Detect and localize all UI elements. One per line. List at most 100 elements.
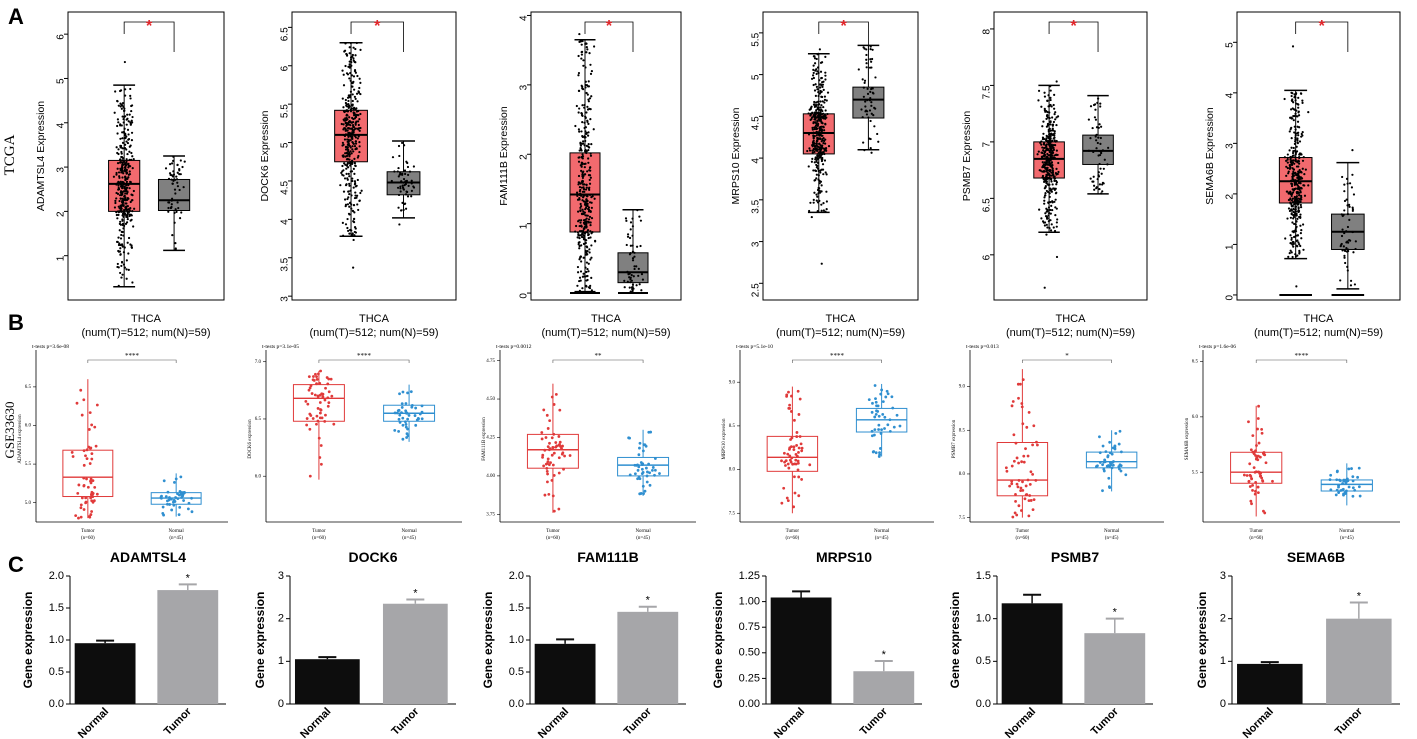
data-point — [551, 446, 555, 449]
data-point — [815, 159, 818, 162]
data-point — [1289, 216, 1293, 219]
data-point — [812, 198, 815, 201]
data-point — [1296, 138, 1299, 142]
data-point — [1045, 167, 1048, 170]
data-point — [885, 389, 889, 393]
data-point — [550, 478, 554, 482]
data-point — [587, 85, 590, 88]
data-point — [584, 202, 587, 205]
data-point — [1335, 470, 1339, 474]
data-point — [590, 69, 593, 73]
data-point — [812, 131, 815, 134]
y-tick-label: 0 — [1220, 698, 1226, 710]
y-tick-label: 3.75 — [486, 512, 495, 517]
data-point — [316, 394, 320, 398]
data-point — [585, 222, 588, 225]
y-tick-label: 1.0 — [976, 613, 991, 625]
data-point — [352, 57, 355, 60]
data-point — [635, 265, 638, 268]
data-point — [874, 451, 878, 455]
data-point — [1044, 144, 1047, 147]
data-point — [407, 184, 410, 187]
data-point — [130, 139, 134, 142]
data-point — [1041, 176, 1044, 179]
data-point — [1292, 119, 1295, 122]
data-point — [1056, 218, 1059, 221]
data-point — [824, 122, 827, 125]
y-axis-label: Gene expression — [253, 592, 267, 689]
data-point — [1294, 201, 1297, 204]
data-point — [349, 79, 352, 82]
category-n-label: (n=45) — [1340, 536, 1354, 541]
data-point — [123, 109, 126, 112]
data-point — [350, 64, 353, 67]
data-point — [1056, 153, 1059, 157]
data-point — [406, 195, 410, 198]
data-point — [1349, 284, 1353, 287]
data-point — [812, 169, 815, 172]
data-point — [1299, 244, 1302, 248]
data-point — [1101, 183, 1104, 186]
data-point — [815, 101, 818, 104]
data-point — [1347, 241, 1350, 244]
data-point — [867, 116, 870, 119]
data-point — [820, 159, 824, 163]
data-point — [1289, 158, 1292, 161]
data-point — [585, 275, 589, 278]
data-point — [1106, 163, 1109, 166]
significance-bracket — [1295, 21, 1349, 52]
data-point — [124, 192, 127, 195]
data-point — [1015, 513, 1019, 517]
data-point — [341, 170, 344, 173]
x-category-label: Tumor — [858, 705, 891, 738]
data-point — [116, 124, 119, 128]
data-point — [1041, 161, 1044, 164]
significance-marker: * — [186, 572, 191, 584]
data-point — [546, 445, 550, 449]
data-point — [116, 262, 119, 266]
data-point — [579, 202, 582, 206]
y-tick-label: 2 — [278, 613, 284, 625]
data-point — [354, 115, 358, 119]
data-point — [1117, 442, 1121, 446]
data-point — [636, 209, 639, 212]
data-point — [653, 468, 657, 472]
data-point — [344, 223, 348, 226]
data-point — [348, 205, 351, 208]
data-point — [641, 484, 645, 488]
data-point — [790, 394, 793, 398]
data-point — [816, 107, 819, 111]
data-point — [354, 140, 357, 143]
data-point — [126, 141, 130, 145]
data-point — [125, 140, 128, 143]
y-tick-label: 5.5 — [25, 462, 32, 467]
data-point — [799, 442, 803, 446]
data-point — [552, 474, 556, 477]
data-point — [1293, 197, 1297, 200]
data-point — [1045, 207, 1048, 210]
data-point — [359, 48, 362, 52]
data-point — [168, 201, 171, 204]
data-point — [1295, 285, 1298, 288]
data-point — [400, 411, 403, 415]
category-label: Tumor — [546, 529, 560, 534]
data-point — [1290, 182, 1293, 185]
data-point — [585, 183, 588, 186]
data-point — [874, 397, 877, 401]
data-point — [578, 190, 581, 193]
data-point — [818, 79, 821, 82]
data-point — [167, 210, 170, 213]
data-point — [125, 172, 128, 175]
data-point — [1256, 417, 1260, 420]
data-point — [1254, 457, 1258, 461]
data-point — [1329, 473, 1333, 477]
data-point — [354, 164, 357, 168]
data-point — [348, 77, 351, 80]
data-point — [626, 280, 629, 283]
data-point — [1040, 217, 1043, 220]
data-point — [1045, 137, 1048, 140]
data-point — [88, 411, 92, 415]
data-point — [401, 201, 404, 204]
data-point — [581, 135, 584, 139]
